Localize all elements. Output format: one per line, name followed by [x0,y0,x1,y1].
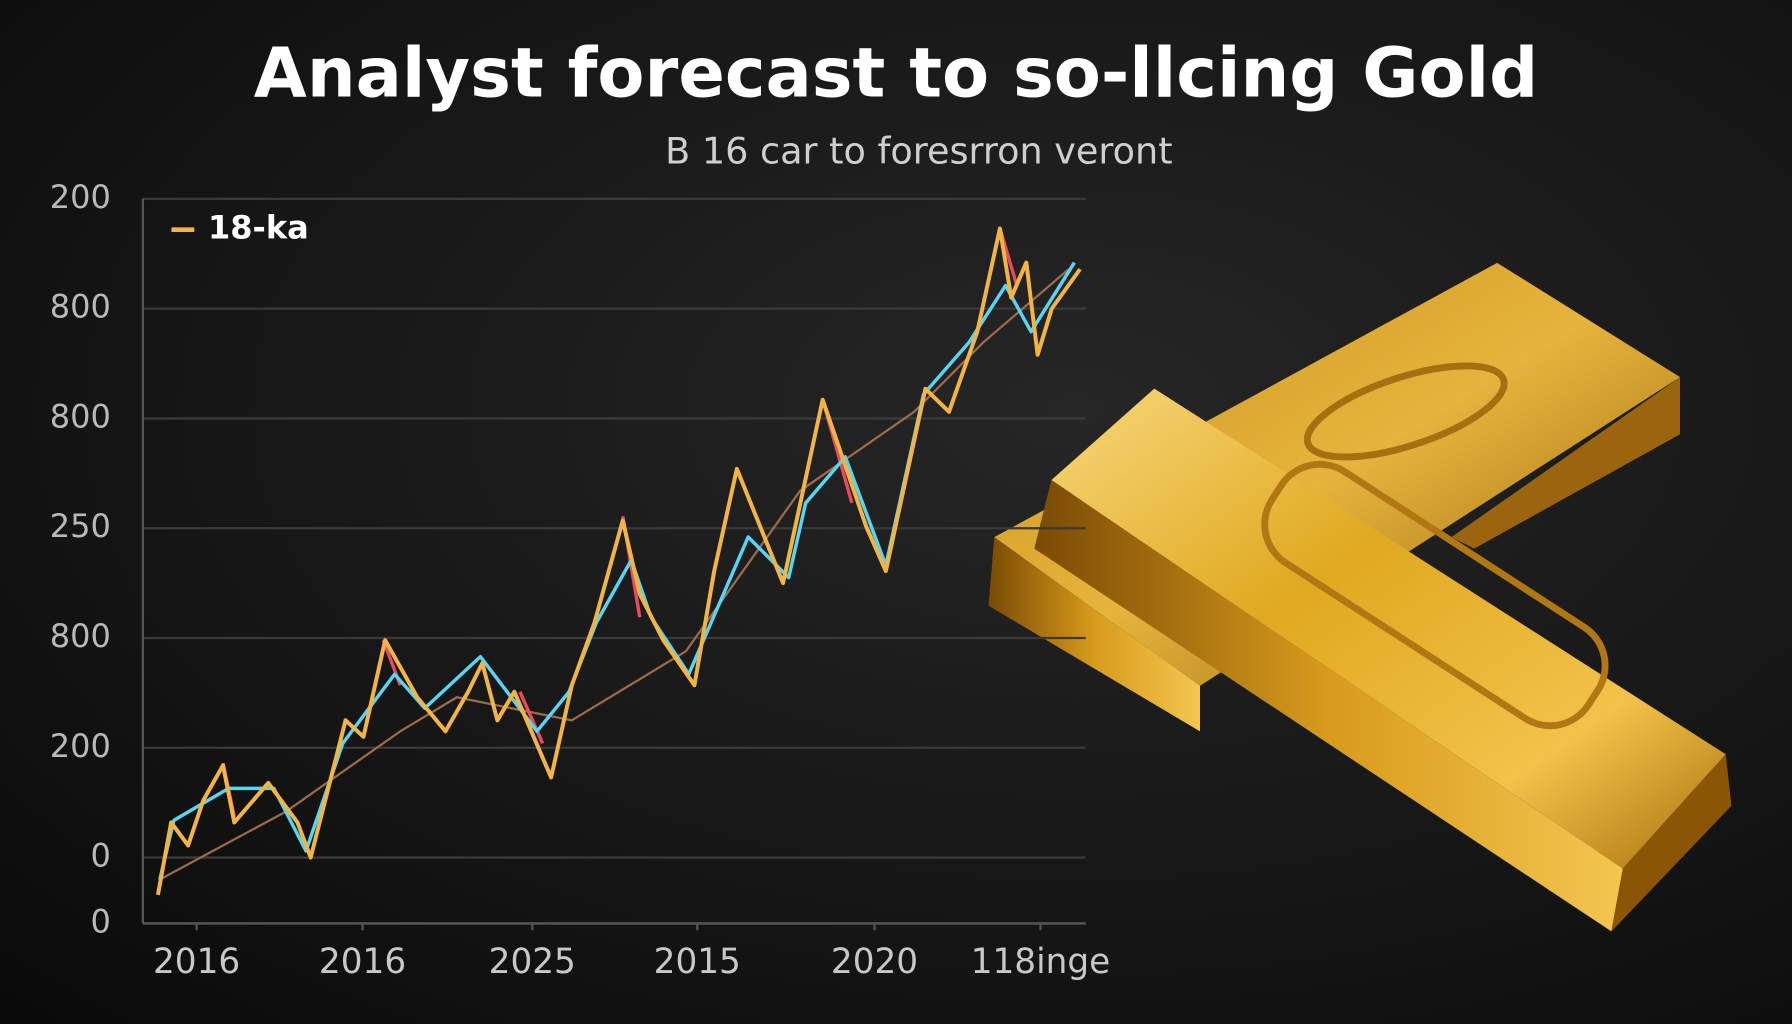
x-tick-label: 2016 [319,942,406,982]
series-line [155,226,1082,896]
legend-label: 18-ka [208,209,309,247]
back-bar-engraving [1303,362,1508,461]
y-tick-label: 250 [50,507,111,545]
chart-title: Analyst forecast to so-llcing Gold [254,34,1538,114]
chart-subtitle: B 16 car to foresrron veront [665,130,1172,173]
back-bar-edge [1451,377,1680,549]
x-tick-label: 2016 [153,942,240,982]
y-tick-label: 800 [50,288,111,326]
front-bar-end [1611,754,1732,932]
front-bar-side [1034,480,1623,932]
y-tick-label: 200 [50,727,111,765]
y-tick-label: 800 [50,397,111,435]
gold-bars [988,262,1732,932]
y-tick-label: 200 [50,178,111,216]
back-bar-side [988,537,1200,732]
y-tick-label: 0 [90,837,110,875]
x-tick-label: 2015 [654,942,741,982]
y-tick-label: 800 [50,617,111,655]
x-tick-label: 2020 [831,942,918,982]
x-tick-label: 2025 [489,942,576,982]
series-line [159,268,1070,881]
y-tick-label: 0 [90,902,110,940]
front-bar-engraving [1261,460,1609,730]
x-tick-label: 118inge [971,942,1110,982]
plot-area: 0 0 200 800 250 800 800 200 2016 2016 2025 2015 2020… [50,178,1110,982]
